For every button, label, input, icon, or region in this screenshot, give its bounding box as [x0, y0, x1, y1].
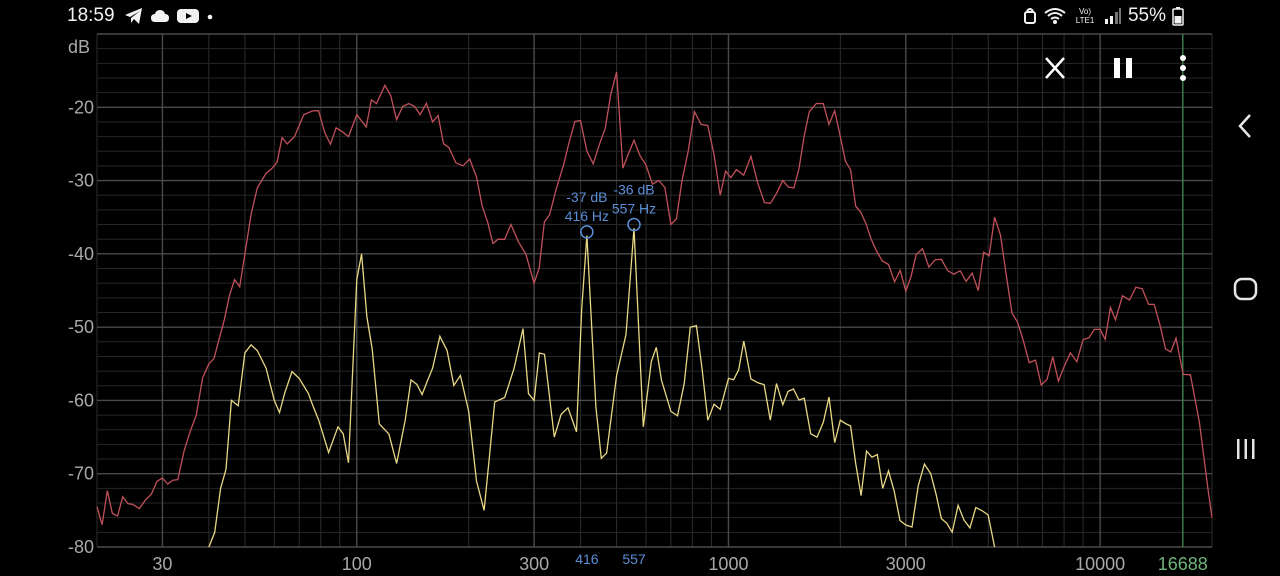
status-time: 18:59 — [67, 5, 115, 26]
y-tick-label: -40 — [68, 244, 94, 264]
x-tick-label: 300 — [519, 554, 549, 574]
navigation-bar — [1212, 0, 1280, 576]
x-tick-label: 30 — [152, 554, 172, 574]
youtube-icon — [177, 9, 199, 23]
recents-button[interactable] — [1232, 435, 1260, 463]
peak-markers: -37 dB 416 Hz-36 dB 557 Hz — [565, 182, 656, 239]
battery-percent: 55% — [1127, 5, 1166, 26]
y-tick-label: -60 — [68, 390, 94, 410]
y-tick-label: -50 — [68, 317, 94, 337]
more-options-button[interactable] — [1166, 52, 1200, 84]
peak-db-label: -37 dB — [566, 189, 607, 205]
x-tick-label: 10000 — [1075, 554, 1125, 574]
volte-label: Vo) — [1079, 7, 1091, 16]
pause-icon — [1114, 58, 1132, 78]
peak-hz-label: 557 Hz — [612, 201, 656, 217]
network-label: LTE1 — [1076, 16, 1095, 25]
peak-axis-label: 416 — [575, 551, 599, 567]
x-tick-label: 3000 — [886, 554, 926, 574]
wifi-icon — [1044, 8, 1066, 24]
grid-major — [97, 33, 1212, 548]
series-line-red — [96, 71, 1213, 525]
chevron-left-icon — [1238, 114, 1251, 138]
alarm-icon — [1023, 8, 1036, 24]
status-bar: 18:59 Vo) LTE1 55% — [0, 0, 1280, 34]
status-right: Vo) LTE1 55% — [1022, 5, 1184, 27]
back-button[interactable] — [1232, 112, 1260, 140]
dot-icon — [207, 14, 213, 20]
pause-button[interactable] — [1106, 52, 1140, 84]
y-tick-label: -80 — [68, 537, 94, 557]
more-vert-icon — [1180, 55, 1186, 81]
grid-minor — [96, 34, 1213, 547]
peak-axis-label: 557 — [622, 551, 646, 567]
x-tick-label: 1000 — [708, 554, 748, 574]
x-tick-label: 100 — [342, 554, 372, 574]
series-line-yellow — [208, 228, 996, 548]
recents-icon — [1237, 439, 1255, 459]
peak-hz-label: 416 Hz — [565, 208, 609, 224]
cloud-icon — [151, 10, 169, 22]
cursor-frequency-label: 16688 — [1158, 554, 1208, 574]
close-button[interactable] — [1038, 52, 1072, 84]
battery-icon — [1172, 7, 1184, 26]
series-layer — [96, 71, 1213, 548]
notification-icons — [124, 7, 214, 25]
telegram-icon — [125, 8, 142, 24]
close-icon — [1045, 57, 1065, 79]
peak-marker — [580, 225, 594, 239]
signal-icon — [1104, 8, 1121, 24]
y-tick-label: -30 — [68, 171, 94, 191]
x-axis-ticks: 30 100 300 1000 3000 10000 16688 416 557 — [152, 551, 1207, 574]
home-icon — [1233, 277, 1258, 301]
volte-icon: Vo) LTE1 — [1076, 7, 1095, 25]
peak-marker — [627, 217, 641, 232]
y-axis-label: dB — [68, 37, 90, 57]
home-button[interactable] — [1232, 275, 1260, 303]
y-tick-label: -70 — [68, 464, 94, 484]
y-axis-ticks: -20 -30 -40 -50 -60 -70 -80 — [68, 97, 94, 557]
y-tick-label: -20 — [68, 97, 94, 117]
peak-db-label: -36 dB — [613, 182, 654, 198]
